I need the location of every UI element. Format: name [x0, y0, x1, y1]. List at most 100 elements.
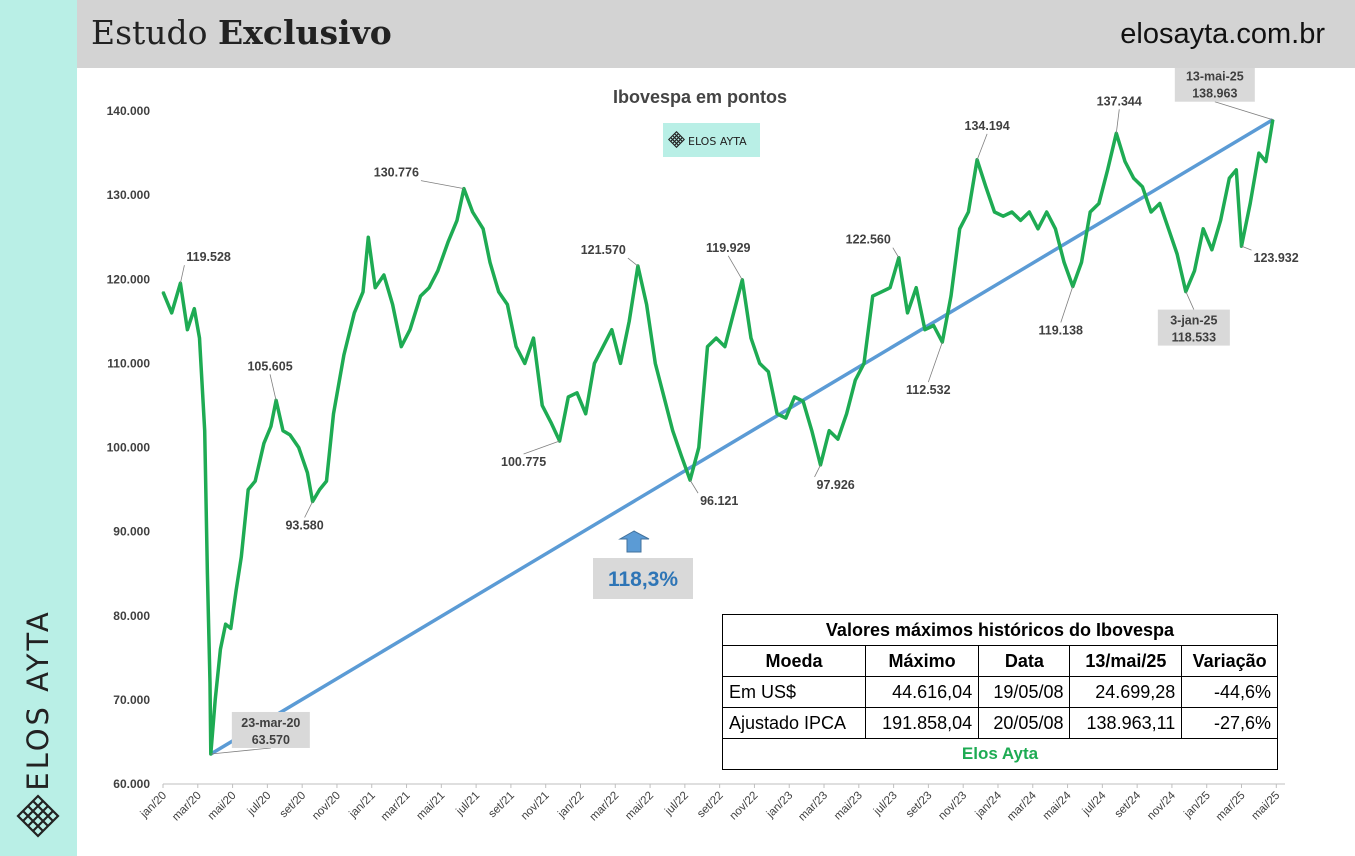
data-point — [224, 623, 227, 625]
x-tick-label: nov/22 — [728, 790, 761, 823]
data-point — [958, 228, 961, 230]
table-cell-current: 138.963,11 — [1069, 707, 1183, 739]
data-point — [1037, 228, 1039, 230]
annotation-leader — [892, 247, 900, 258]
data-point — [1054, 228, 1057, 230]
change-box — [593, 558, 693, 599]
table-cell-data: 20/05/08 — [978, 707, 1071, 739]
data-point — [409, 328, 411, 331]
data-point — [906, 312, 909, 314]
table-cell-data: 19/05/08 — [978, 676, 1071, 708]
annotation-value: 63.570 — [252, 733, 290, 747]
annotation-leader — [976, 133, 988, 160]
data-point — [353, 312, 356, 314]
data-point — [400, 345, 403, 348]
data-point — [1011, 211, 1013, 213]
annotation-label: 122.560 — [846, 233, 891, 247]
x-tick-label: jul/20 — [245, 790, 274, 819]
table-cell-maximo: 44.616,04 — [864, 676, 980, 708]
y-tick-label: 60.000 — [113, 777, 150, 791]
data-point — [515, 345, 517, 348]
x-tick-label: mai/20 — [206, 790, 239, 823]
data-point — [362, 291, 364, 293]
data-point — [593, 362, 596, 365]
x-tick-label: set/23 — [904, 790, 935, 821]
elos-ayta-logo-icon — [16, 794, 60, 838]
annotation-label: 119.138 — [1039, 324, 1084, 338]
x-tick-label: jul/21 — [454, 790, 483, 819]
data-point — [497, 291, 500, 293]
table-header-current: 13/mai/25 — [1069, 645, 1183, 677]
table-cell-variacao: -27,6% — [1181, 707, 1278, 739]
x-tick-label: jan/22 — [555, 790, 586, 821]
data-point — [219, 648, 222, 651]
data-point — [263, 442, 265, 445]
data-point — [854, 379, 857, 382]
data-point — [628, 320, 630, 323]
data-point — [863, 362, 865, 365]
data-point — [1150, 211, 1152, 213]
watermark-logo-icon — [668, 131, 685, 148]
data-point — [383, 274, 385, 276]
data-point — [1193, 270, 1196, 272]
annotation-label: 119.929 — [706, 241, 751, 255]
annotation-leader — [304, 501, 313, 518]
x-tick-label: jan/25 — [1181, 790, 1212, 821]
data-point — [732, 312, 735, 314]
data-point — [750, 337, 752, 339]
change-callout: 118,3% — [593, 530, 693, 599]
data-point — [1211, 249, 1213, 251]
annotation-date: 23-mar-20 — [241, 716, 300, 730]
data-point — [1002, 215, 1004, 217]
x-tick-label: jan/23 — [764, 790, 795, 821]
data-point — [343, 354, 345, 356]
y-tick-label: 90.000 — [113, 525, 150, 539]
x-tick-label: jan/20 — [138, 790, 169, 821]
data-point — [1265, 160, 1267, 163]
data-point — [447, 240, 450, 243]
annotation-leader — [1115, 109, 1120, 134]
header-title: Estudo Exclusivo — [91, 13, 392, 52]
annotation-leader — [210, 747, 271, 755]
data-point — [1080, 261, 1083, 264]
data-point — [1089, 211, 1091, 213]
data-point — [1028, 211, 1031, 213]
data-point — [247, 488, 249, 491]
data-point — [1167, 228, 1170, 230]
annotation-leader — [927, 341, 943, 383]
annotation-label: 130.776 — [374, 166, 419, 180]
y-tick-label: 140.000 — [107, 104, 151, 118]
x-tick-label: mar/21 — [379, 790, 413, 824]
x-tick-label: mar/25 — [1214, 790, 1248, 824]
data-point — [254, 480, 256, 482]
header: Estudo Exclusivo elosayta.com.br — [77, 0, 1355, 68]
data-point — [889, 286, 891, 289]
annotation-leader — [269, 374, 277, 401]
data-point — [1258, 152, 1260, 154]
data-point — [186, 328, 189, 331]
data-point — [1045, 211, 1048, 213]
x-tick-label: mar/23 — [796, 790, 830, 824]
x-tick-label: mai/22 — [623, 790, 656, 823]
data-point — [706, 345, 709, 348]
annotation-value: 138.963 — [1192, 87, 1237, 101]
chart-title: Ibovespa em pontos — [613, 87, 787, 107]
change-arrow-icon — [618, 530, 650, 553]
data-point — [967, 211, 970, 213]
x-tick-label: jan/24 — [973, 789, 1005, 821]
data-point — [993, 211, 996, 213]
x-tick-label: jan/21 — [347, 790, 378, 821]
annotation-box — [1174, 68, 1255, 102]
data-point — [456, 219, 458, 222]
data-point — [541, 404, 543, 407]
data-point — [1235, 169, 1238, 171]
table-cell-moeda: Em US$ — [722, 676, 866, 708]
data-point — [214, 699, 216, 701]
table-footer-brand: Elos Ayta — [722, 738, 1278, 770]
data-point — [602, 345, 604, 348]
change-label: 118,3% — [608, 568, 678, 591]
annotation-leader — [180, 265, 185, 284]
data-point — [845, 413, 848, 415]
data-point — [680, 455, 683, 457]
annotation-leader — [420, 180, 465, 189]
